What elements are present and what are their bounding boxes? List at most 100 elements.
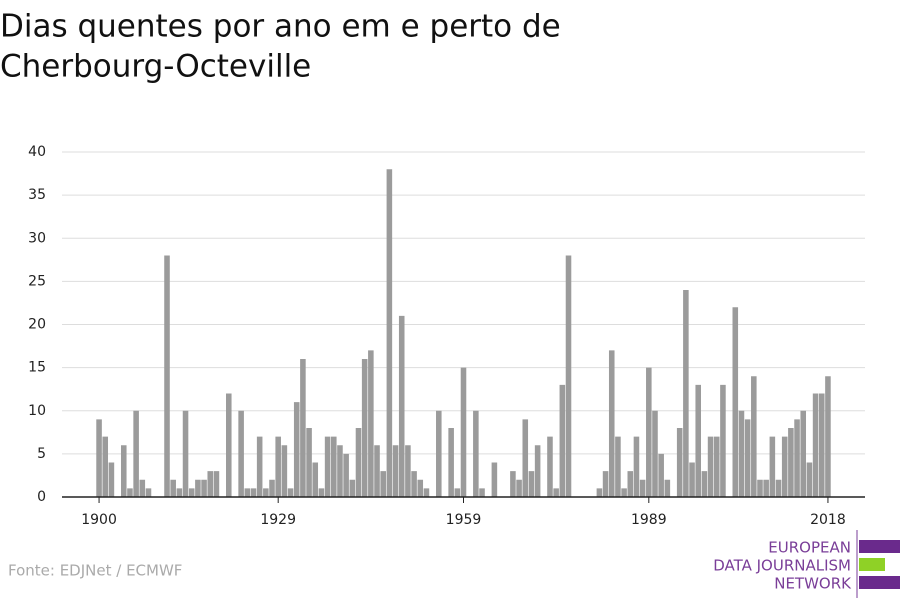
bar	[108, 462, 115, 497]
x-tick-label: 1929	[260, 512, 296, 528]
bar	[405, 445, 411, 497]
bar	[256, 436, 263, 497]
bar	[757, 479, 763, 497]
bar	[701, 471, 708, 497]
y-tick-label: 35	[28, 187, 46, 203]
bar	[732, 307, 739, 497]
bar	[695, 384, 702, 497]
bar	[528, 471, 535, 497]
bar	[615, 436, 621, 497]
bar	[825, 376, 831, 497]
bar	[182, 410, 189, 497]
bar	[516, 479, 522, 497]
bar	[818, 393, 825, 497]
bar	[213, 471, 220, 497]
y-tick-label: 5	[37, 446, 46, 462]
bar	[460, 367, 467, 497]
x-tick-label: 1959	[446, 512, 482, 528]
bar	[411, 471, 417, 497]
chart-title: Dias quentes por ano em e perto de	[0, 9, 561, 45]
bar	[195, 479, 201, 497]
bar	[331, 436, 337, 497]
bar	[337, 445, 343, 497]
logo-bar	[859, 540, 900, 553]
bar	[652, 410, 658, 497]
bar	[374, 445, 380, 497]
bar	[621, 488, 627, 497]
y-tick-label: 20	[28, 317, 46, 333]
bar	[436, 410, 442, 497]
bar	[275, 436, 281, 497]
bar	[522, 419, 529, 497]
bar	[263, 488, 269, 497]
y-tick-label: 15	[28, 360, 46, 376]
bar	[312, 462, 319, 497]
bar	[244, 488, 251, 497]
bar	[287, 488, 294, 497]
bar	[713, 436, 720, 497]
y-tick-label: 40	[28, 144, 46, 160]
bar	[145, 488, 152, 497]
bar	[769, 436, 776, 497]
bar	[479, 488, 485, 497]
bar	[781, 436, 788, 497]
bar	[565, 255, 572, 497]
bar	[207, 471, 214, 497]
bar	[417, 479, 424, 497]
bar	[547, 436, 553, 497]
bar	[269, 479, 275, 497]
bar	[96, 419, 102, 497]
logo-bar	[859, 558, 885, 571]
bar	[707, 436, 714, 497]
bar	[318, 488, 325, 497]
bar	[534, 445, 541, 497]
bar	[602, 471, 609, 497]
bar	[120, 445, 127, 497]
bar	[800, 410, 807, 497]
bar	[349, 479, 356, 497]
bar	[646, 367, 652, 497]
bar	[164, 255, 170, 497]
bar	[423, 488, 430, 497]
bar	[775, 479, 782, 497]
logo-bar	[859, 576, 900, 589]
bar	[596, 488, 603, 497]
bar	[380, 471, 386, 497]
x-tick-label: 1989	[631, 512, 667, 528]
bar	[454, 488, 461, 497]
bar	[806, 462, 813, 497]
bar	[751, 376, 757, 497]
bar	[676, 428, 683, 497]
bar	[133, 410, 139, 497]
bar	[639, 479, 646, 497]
bar	[812, 393, 819, 497]
bar	[608, 350, 615, 497]
source: Fonte: EDJNet / ECMWF	[8, 562, 182, 580]
bar	[658, 453, 664, 497]
bar	[683, 290, 689, 497]
bar	[398, 315, 405, 497]
bar	[553, 488, 559, 497]
bar	[720, 384, 726, 497]
logo-text: NETWORK	[774, 575, 852, 593]
bar	[386, 169, 393, 497]
bar	[788, 428, 794, 497]
bar	[225, 393, 232, 497]
logo-text: DATA JOURNALISM	[713, 557, 851, 575]
bar	[238, 410, 244, 497]
bar	[102, 436, 109, 497]
y-tick-label: 10	[28, 403, 46, 419]
bar	[491, 462, 498, 497]
bar	[794, 419, 800, 497]
bar	[510, 471, 516, 497]
x-tick-label: 2018	[810, 512, 846, 528]
bar	[368, 350, 374, 497]
bar	[392, 445, 399, 497]
y-tick-label: 30	[28, 230, 46, 246]
bar	[300, 359, 306, 497]
bar	[473, 410, 479, 497]
bar	[127, 488, 133, 497]
bar	[306, 428, 312, 497]
bar	[188, 488, 195, 497]
bar	[559, 384, 566, 497]
